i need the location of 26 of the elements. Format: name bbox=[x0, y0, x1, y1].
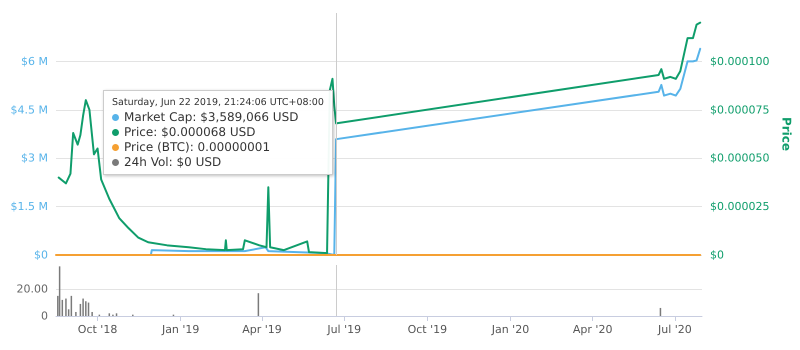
y2-axis-title: Price bbox=[779, 116, 794, 152]
y2-tick-label: $0.000075 bbox=[710, 103, 770, 116]
x-tick-label: Jul '20 bbox=[656, 323, 692, 336]
y-tick-label: $3 M bbox=[21, 152, 48, 165]
y-tick-label: 20.00 bbox=[16, 282, 48, 296]
annotation: 24h Vol: $0 USD bbox=[124, 155, 222, 169]
x-tick-label: Oct '18 bbox=[78, 323, 118, 336]
annotation: Saturday, Jun 22 2019, 21:24:06 UTC+08:00 bbox=[112, 97, 324, 108]
x-tick-label: Apr '19 bbox=[242, 323, 282, 336]
y2-tick-label: $0.000100 bbox=[710, 54, 770, 68]
y2-tick-label: $0.000025 bbox=[710, 200, 770, 214]
x-tick-label: Oct '19 bbox=[408, 323, 448, 336]
y-tick-label: 0 bbox=[41, 310, 48, 322]
x-tick-label: Jan '19 bbox=[160, 323, 200, 336]
x-tick-label: Jul '19 bbox=[326, 323, 362, 336]
x-tick-label: Jan '20 bbox=[490, 323, 530, 336]
annotation: Price: $0.000068 USD bbox=[124, 125, 256, 139]
y-tick-label: $6 M bbox=[21, 54, 48, 68]
y-tick-label: $0 bbox=[34, 248, 48, 262]
y-tick-label: $1.5 M bbox=[10, 200, 48, 214]
annotation: Price (BTC): 0.00000001 bbox=[124, 140, 270, 154]
annotation: Market Cap: $3,589,066 USD bbox=[124, 110, 298, 124]
y2-tick-label: $0 bbox=[710, 248, 724, 262]
x-tick-label: Apr '20 bbox=[572, 323, 612, 336]
y-tick-label: $4.5 M bbox=[10, 103, 48, 116]
y2-tick-label: $0.000050 bbox=[710, 152, 770, 165]
